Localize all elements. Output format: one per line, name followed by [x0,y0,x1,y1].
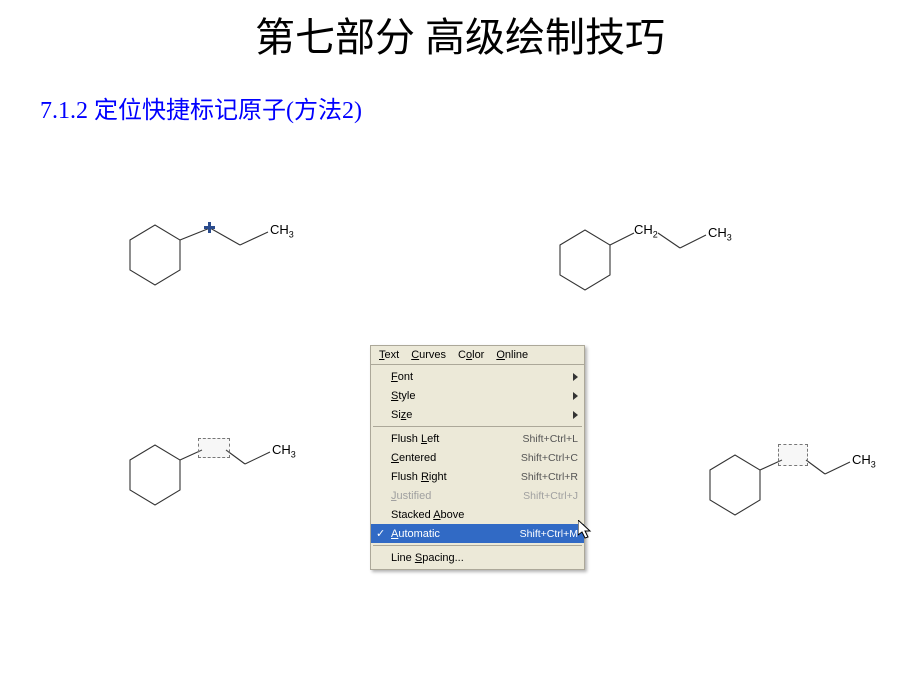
menu-separator [373,426,582,427]
menu-item-stacked-above[interactable]: Stacked Above [371,505,584,524]
ch3-text-bl: CH [272,442,291,457]
submenu-arrow-icon [573,373,578,381]
selection-box-bl [198,438,230,458]
menu-item-label: Flush Left [391,433,523,445]
structure-top-left: CH3 [110,200,310,315]
atom-label-ch3: CH3 [270,222,294,240]
menu-item-font[interactable]: Font [371,367,584,386]
menu-separator [373,545,582,546]
structure-bottom-left: CH3 [110,420,310,535]
menu-item-label: Centered [391,452,521,464]
check-icon: ✓ [376,527,385,540]
menu-item-label: Justified [391,490,523,502]
section-subtitle: 7.1.2 定位快捷标记原子(方法2) [40,90,362,125]
menu-bar: Text Curves Color Online [371,346,584,365]
ch2-sub: 2 [653,230,658,240]
submenu-arrow-icon [573,392,578,400]
ch2-text: CH [634,222,653,237]
menu-item-shortcut: Shift+Ctrl+L [523,433,578,445]
ch3-text: CH [270,222,289,237]
menu-item-flush-right[interactable]: Flush RightShift+Ctrl+R [371,467,584,486]
menu-item-label: Size [391,409,573,421]
ch3-sub-bl: 3 [291,450,296,460]
atom-label-ch2: CH2 [634,222,658,240]
menu-bar-curves[interactable]: Curves [411,349,446,361]
atom-label-ch3-br: CH3 [852,452,876,470]
menu-item-justified: JustifiedShift+Ctrl+J [371,486,584,505]
menu-item-label: Stacked Above [391,509,578,521]
menu-bar-online[interactable]: Online [496,349,528,361]
atom-label-ch3-tr: CH3 [708,225,732,243]
menu-item-style[interactable]: Style [371,386,584,405]
ch3-text-tr: CH [708,225,727,240]
menu-item-label: Line Spacing... [391,552,578,564]
crosshair-marker [204,222,215,233]
menu-item-centered[interactable]: CenteredShift+Ctrl+C [371,448,584,467]
menu-item-shortcut: Shift+Ctrl+C [521,452,578,464]
menu-bar-color[interactable]: Color [458,349,484,361]
menu-bar-text[interactable]: Text [379,349,399,361]
structure-bottom-right: CH3 [690,430,890,545]
menu-item-shortcut: Shift+Ctrl+M [520,528,578,540]
menu-item-line-spacing[interactable]: Line Spacing... [371,548,584,567]
page-title: 第七部分 高级绘制技巧 [0,5,920,63]
menu-item-size[interactable]: Size [371,405,584,424]
menu-item-flush-left[interactable]: Flush LeftShift+Ctrl+L [371,429,584,448]
atom-label-ch3-bl: CH3 [272,442,296,460]
menu-item-label: Flush Right [391,471,521,483]
menu-item-shortcut: Shift+Ctrl+J [523,490,578,502]
selection-box-br [778,444,808,466]
ch3-sub-tr: 3 [727,233,732,243]
submenu-arrow-icon [573,411,578,419]
structure-top-right: CH2 CH3 [540,200,750,315]
ch3-sub-br: 3 [871,460,876,470]
menu-item-shortcut: Shift+Ctrl+R [521,471,578,483]
ch3-sub: 3 [289,230,294,240]
ch3-text-br: CH [852,452,871,467]
context-menu: Text Curves Color Online Font Style Size Fl… [370,345,585,570]
menu-item-label: Style [391,390,573,402]
menu-item-label: Font [391,371,573,383]
menu-item-automatic[interactable]: ✓ AutomaticShift+Ctrl+M [371,524,584,543]
menu-body: FontStyleSizeFlush LeftShift+Ctrl+LCente… [371,365,584,569]
menu-item-label: Automatic [391,528,520,540]
